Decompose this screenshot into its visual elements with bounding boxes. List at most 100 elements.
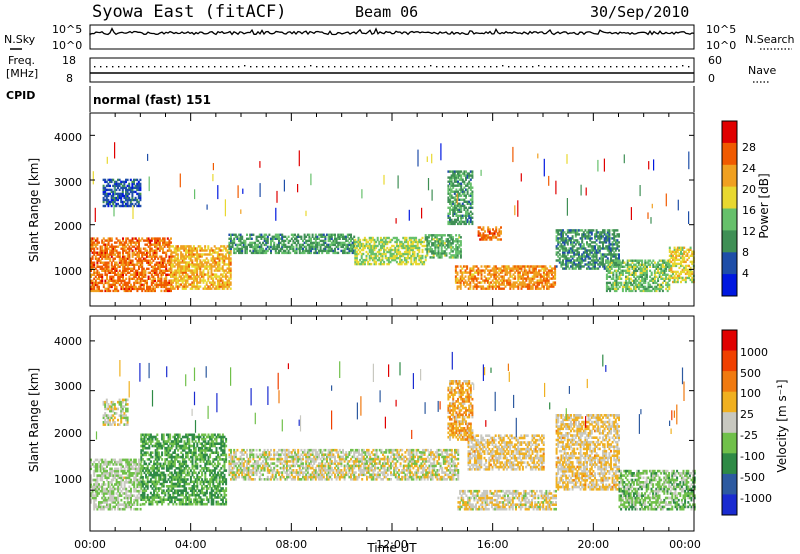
power-cell: [363, 246, 366, 250]
power-cell: [104, 194, 107, 198]
power-cell: [562, 261, 564, 264]
power-cell: [154, 245, 156, 248]
power-cell: [566, 243, 569, 246]
power-cell: [354, 246, 357, 250]
power-cell: [581, 229, 584, 232]
power-cell: [188, 275, 191, 278]
power-cell: [546, 279, 549, 282]
power-cell: [534, 275, 537, 278]
power-cell: [534, 267, 537, 270]
power-cell: [212, 273, 215, 276]
power-cell: [131, 198, 134, 202]
power-cell: [213, 261, 216, 264]
power-cell: [431, 244, 434, 247]
power-cell: [221, 269, 224, 272]
power-cell: [91, 267, 94, 270]
power-cell: [123, 194, 126, 198]
power-cell: [471, 192, 474, 195]
power-cell: [157, 239, 160, 242]
power-cell: [192, 255, 195, 258]
power-cell: [154, 277, 156, 280]
power-cell: [661, 281, 664, 285]
power-cell: [542, 285, 545, 288]
power-cell: [440, 236, 443, 239]
power-cell: [647, 281, 650, 285]
power-cell: [605, 235, 608, 238]
power-cell: [150, 261, 153, 264]
power-cell: [658, 283, 661, 287]
power-cell: [155, 253, 158, 256]
power-cell: [555, 259, 558, 262]
power-cell: [407, 250, 410, 254]
power-cell: [168, 287, 171, 291]
power-cell: [258, 249, 261, 253]
power-cell: [184, 269, 187, 272]
power-cell: [115, 269, 118, 272]
power-cell: [479, 232, 482, 235]
power-cell: [533, 269, 536, 272]
power-cell: [606, 229, 609, 232]
power-cell: [200, 247, 203, 250]
power-cell: [573, 259, 576, 262]
power-cell: [397, 246, 400, 250]
power-cell: [447, 206, 450, 209]
power-cell: [106, 257, 108, 260]
power-cell: [110, 245, 113, 248]
power-cell: [122, 287, 124, 291]
power-cell: [109, 180, 111, 184]
power-cell: [228, 267, 231, 270]
power-cell: [440, 250, 443, 253]
power-cell: [639, 283, 642, 287]
power-cell: [652, 263, 655, 266]
power-cell: [107, 188, 110, 192]
nave-dot: [316, 66, 318, 68]
nave-dot: [466, 66, 468, 68]
power-cell: [241, 249, 244, 253]
power-cell: [329, 237, 332, 240]
power-cell: [602, 253, 604, 256]
power-cell: [114, 273, 116, 276]
power-cell: [560, 237, 563, 240]
power-cell: [125, 283, 128, 287]
power-cell: [536, 275, 539, 278]
power-cell: [120, 285, 123, 289]
power-cell: [121, 190, 124, 194]
power-cell: [552, 285, 555, 288]
power-cell: [115, 261, 118, 264]
power-cell: [313, 237, 316, 240]
power-cell: [432, 238, 435, 241]
power-cell: [399, 254, 402, 258]
power-cell: [282, 241, 285, 245]
power-cell: [96, 251, 99, 254]
power-cell: [139, 239, 142, 242]
power-cell: [629, 263, 632, 266]
power-cell: [282, 249, 285, 253]
power-cell: [212, 257, 215, 260]
power-cell: [554, 275, 557, 278]
power-cell: [220, 249, 223, 252]
power-streak: [647, 212, 649, 219]
power-cell: [139, 186, 142, 190]
power-cell: [136, 192, 139, 196]
power-cell: [224, 253, 227, 256]
power-cell: [128, 281, 131, 285]
power-cell: [639, 275, 642, 278]
power-cell: [464, 275, 467, 278]
power-cell: [494, 283, 497, 286]
power-cell: [107, 285, 110, 289]
power-cell: [445, 248, 448, 251]
power-cell: [308, 243, 311, 247]
power-cell: [471, 174, 474, 177]
power-cell: [449, 180, 451, 183]
power-cell: [525, 273, 528, 276]
power-cell: [455, 184, 458, 187]
power-cell: [680, 270, 682, 274]
power-cell: [518, 273, 521, 276]
power-cell: [128, 253, 131, 256]
power-cell: [168, 249, 171, 252]
power-cell: [176, 287, 179, 290]
power-cell: [362, 252, 365, 256]
power-cell: [188, 277, 191, 280]
power-cell: [415, 246, 418, 250]
power-cell: [641, 285, 644, 289]
